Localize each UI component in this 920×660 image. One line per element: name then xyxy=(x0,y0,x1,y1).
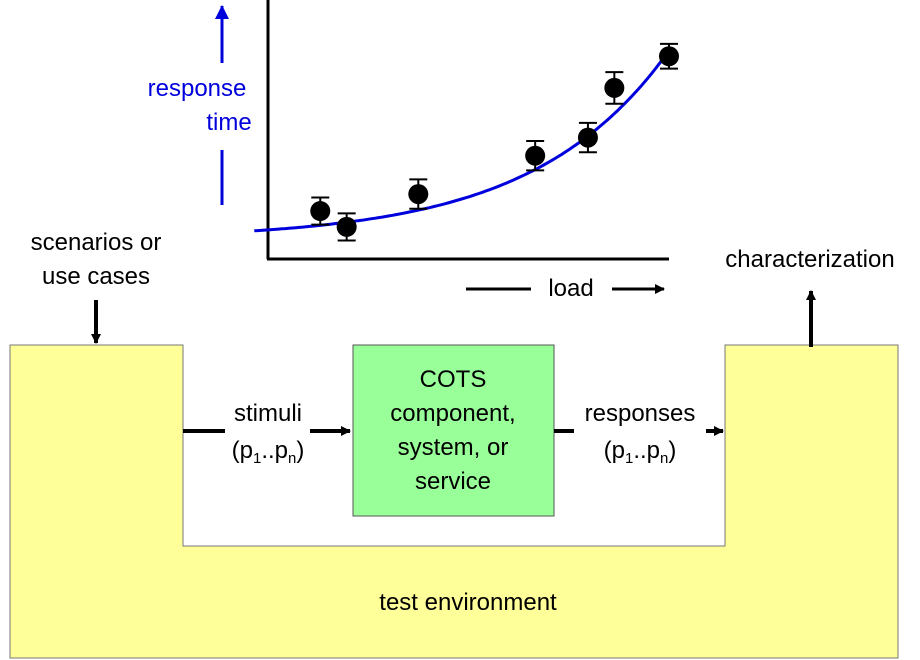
test-environment-label: test environment xyxy=(379,589,557,616)
data-point xyxy=(336,212,357,242)
data-point-marker xyxy=(577,127,598,148)
data-point-marker xyxy=(659,46,679,67)
data-point xyxy=(577,121,598,154)
component-label-line4: service xyxy=(415,468,491,495)
ylabel-line1: response xyxy=(148,75,247,102)
data-point-marker xyxy=(408,184,429,205)
xlabel: load xyxy=(548,275,593,302)
data-point-marker xyxy=(310,201,331,222)
test-environment-box xyxy=(9,344,899,659)
scenarios-label-line1: scenarios or xyxy=(31,229,162,256)
component-label-line2: component, xyxy=(390,400,515,427)
responses-label: responses xyxy=(585,400,696,427)
response-time-chart: response time load xyxy=(148,0,679,302)
data-point-marker xyxy=(604,77,625,98)
ylabel-line2: time xyxy=(206,109,251,136)
stimuli-params: (p1..pn) xyxy=(232,437,305,467)
data-point-marker xyxy=(336,216,357,237)
data-point xyxy=(659,42,679,70)
component-label-line1: COTS xyxy=(420,366,487,393)
component-label-line3: system, or xyxy=(398,434,509,461)
data-point xyxy=(604,71,625,105)
data-point xyxy=(310,196,331,226)
data-point xyxy=(525,140,546,172)
data-point-marker xyxy=(525,145,546,166)
responses-params: (p1..pn) xyxy=(604,437,677,467)
data-point xyxy=(408,178,429,210)
stimuli-label: stimuli xyxy=(234,400,302,427)
characterization-label: characterization xyxy=(725,246,894,273)
scenarios-label-line2: use cases xyxy=(42,263,150,290)
